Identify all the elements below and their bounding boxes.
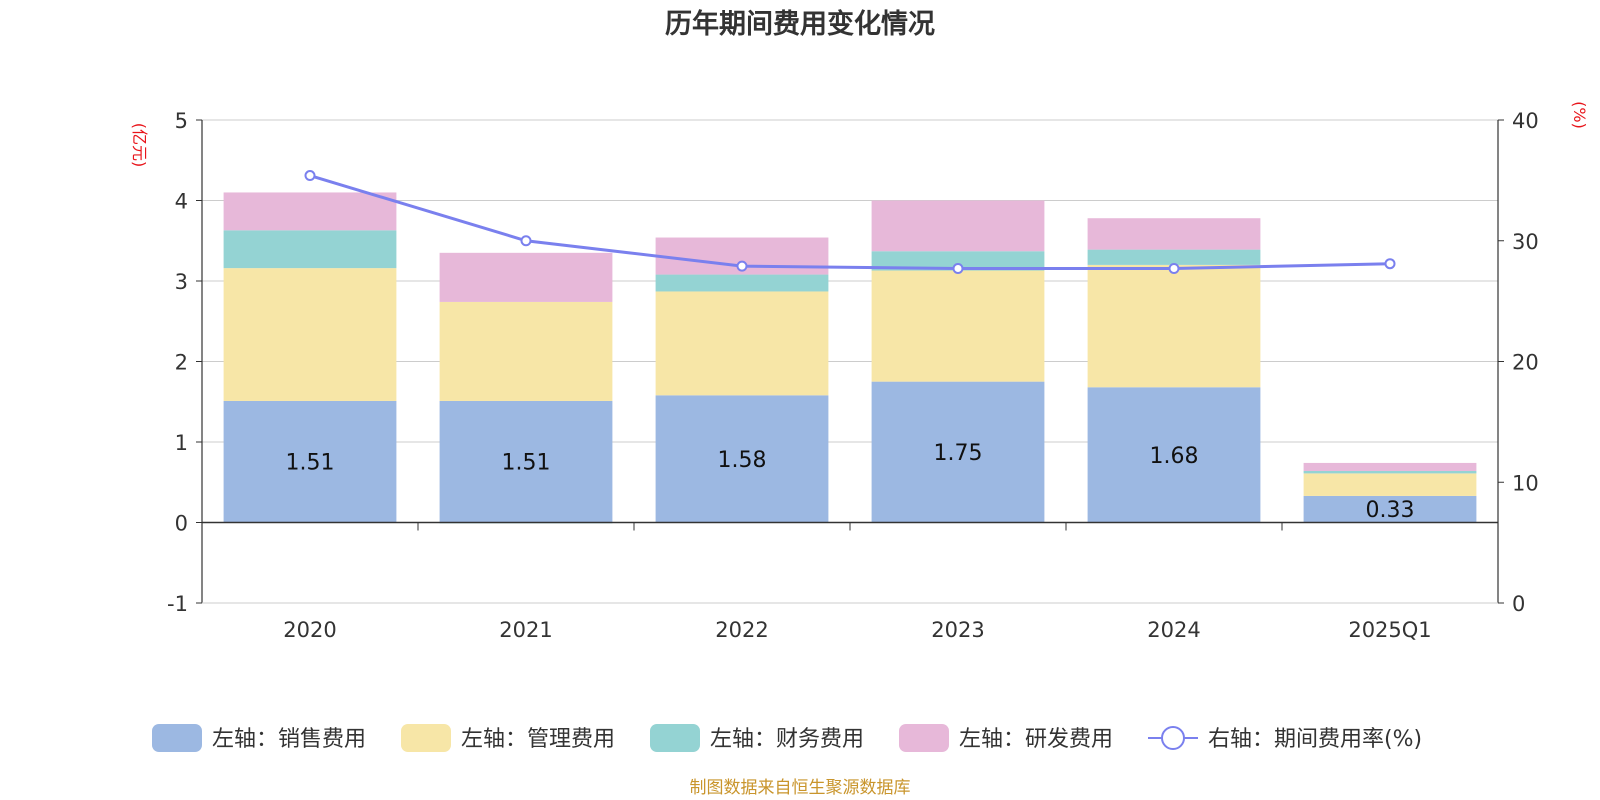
bar-2-2020 <box>223 268 397 401</box>
legend-label: 右轴：期间费用率(%) <box>1208 727 1422 752</box>
bars: 1.51 1.51 1.58 1.75 1.68 0.33 <box>223 192 1477 524</box>
legend-label: 左轴：管理费用 <box>461 727 615 752</box>
x-axis-tick-label: 2024 <box>1147 618 1200 642</box>
rate-line-point <box>1168 263 1180 275</box>
x-axis-tick-label: 2023 <box>931 618 984 642</box>
legend-swatch-icon <box>401 724 451 752</box>
right-axis-tick-label: 0 <box>1512 592 1525 616</box>
left-axis-unit: (亿元) <box>130 123 149 168</box>
bar-1-2021 <box>439 400 613 523</box>
rate-line <box>304 170 1396 275</box>
bar-3-2023 <box>871 251 1045 271</box>
bar-4-2020 <box>223 192 397 231</box>
bar-data-label: 1.68 <box>1150 444 1199 469</box>
legend-label: 左轴：研发费用 <box>959 727 1113 752</box>
x-axis-tick-label: 2022 <box>715 618 768 642</box>
x-axis-tick-label: 2020 <box>283 618 336 642</box>
right-axis-tick-label: 10 <box>1512 471 1539 495</box>
bar-data-label: 1.51 <box>286 451 335 476</box>
bar-2-2025Q1 <box>1303 473 1477 496</box>
bar-2-2023 <box>871 270 1045 382</box>
right-axis-tick-label: 40 <box>1512 109 1539 133</box>
legend: 左轴：销售费用 左轴：管理费用 左轴：财务费用 左轴：研发费用 右轴：期间费用率(%) <box>152 724 1422 752</box>
legend-label: 左轴：销售费用 <box>212 727 366 752</box>
rate-line-point <box>736 260 748 272</box>
source-note: 制图数据来自恒生聚源数据库 <box>690 778 911 798</box>
bar-4-2025Q1 <box>1303 462 1477 471</box>
bar-4-2024 <box>1087 218 1261 250</box>
bar-2-2024 <box>1087 264 1261 388</box>
x-axis-tick-label: 2025Q1 <box>1348 618 1431 642</box>
bar-4-2023 <box>871 200 1045 252</box>
rate-line-path <box>309 174 1391 271</box>
bar-3-2022 <box>655 274 829 292</box>
bar-1-2024 <box>1087 387 1261 523</box>
bar-2-2022 <box>655 291 829 396</box>
rate-line-point <box>304 170 316 182</box>
bar-data-label: 1.58 <box>718 448 767 473</box>
right-axis-tick-label: 30 <box>1512 230 1539 254</box>
legend-marker-icon <box>1161 726 1185 750</box>
bar-1-2022 <box>655 395 829 523</box>
chart-title: 历年期间费用变化情况 <box>665 8 935 40</box>
bar-1-2020 <box>223 400 397 523</box>
left-axis-tick-label: 3 <box>175 270 188 294</box>
left-axis-tick-label: 0 <box>175 512 188 536</box>
left-axis-tick-label: 4 <box>175 190 188 214</box>
legend-label: 左轴：财务费用 <box>710 727 864 752</box>
right-axis-unit: (%) <box>1570 101 1589 129</box>
bar-2-2021 <box>439 301 613 401</box>
bar-1-2025Q1 <box>1303 495 1477 523</box>
left-axis-tick-label: 1 <box>175 431 188 455</box>
right-axis-tick-label: 20 <box>1512 351 1539 375</box>
x-axis-tick-label: 2021 <box>499 618 552 642</box>
bar-3-2020 <box>223 230 397 269</box>
bar-data-label: 0.33 <box>1366 498 1415 523</box>
bar-data-label: 1.75 <box>934 441 983 466</box>
bar-data-label: 1.51 <box>502 451 551 476</box>
rate-line-point <box>952 263 964 275</box>
rate-line-point <box>1384 258 1396 270</box>
left-axis-tick-label: 5 <box>175 109 188 133</box>
legend-swatch-icon <box>899 724 949 752</box>
bar-3-2024 <box>1087 249 1261 265</box>
left-axis-tick-label: -1 <box>167 592 188 616</box>
rate-line-point <box>520 235 532 247</box>
legend-swatch-icon <box>650 724 700 752</box>
bar-1-2023 <box>871 381 1045 523</box>
left-axis-tick-label: 2 <box>175 351 188 375</box>
bar-4-2021 <box>439 252 613 302</box>
bar-3-2025Q1 <box>1303 470 1477 474</box>
legend-swatch-icon <box>152 724 202 752</box>
